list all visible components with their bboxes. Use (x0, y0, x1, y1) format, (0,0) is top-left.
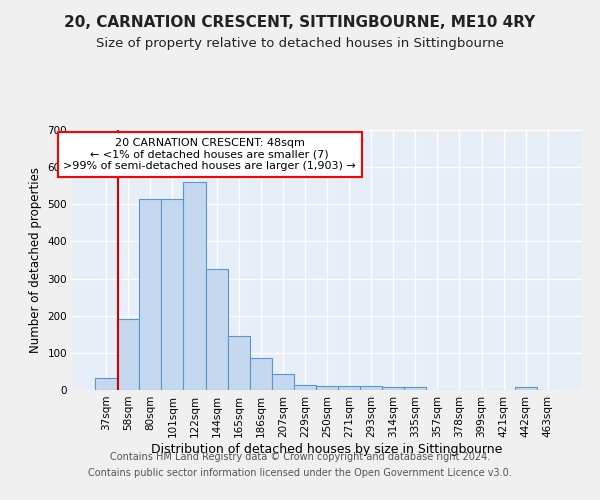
Bar (117, 320, 139, 390)
Bar (161, 198, 184, 390)
Bar (250, 358, 272, 390)
X-axis label: Distribution of detached houses by size in Sittingbourne: Distribution of detached houses by size … (151, 442, 503, 456)
Bar (294, 385, 316, 390)
Bar (272, 374, 294, 390)
Bar (360, 386, 382, 390)
Bar (206, 270, 227, 390)
Bar (316, 386, 338, 390)
Bar (382, 388, 404, 390)
Text: Contains public sector information licensed under the Open Government Licence v3: Contains public sector information licen… (88, 468, 512, 477)
Bar (515, 388, 537, 390)
Bar (184, 182, 206, 390)
Text: 20, CARNATION CRESCENT, SITTINGBOURNE, ME10 4RY: 20, CARNATION CRESCENT, SITTINGBOURNE, M… (64, 15, 536, 30)
Text: Size of property relative to detached houses in Sittingbourne: Size of property relative to detached ho… (96, 38, 504, 51)
Y-axis label: Number of detached properties: Number of detached properties (29, 167, 42, 353)
Bar (139, 198, 161, 390)
Bar (227, 336, 250, 390)
Bar (338, 386, 360, 390)
Bar (95, 378, 117, 390)
Text: Contains HM Land Registry data © Crown copyright and database right 2024.: Contains HM Land Registry data © Crown c… (110, 452, 490, 462)
Bar (404, 387, 427, 390)
Text: 20 CARNATION CRESCENT: 48sqm
← <1% of detached houses are smaller (7)
>99% of se: 20 CARNATION CRESCENT: 48sqm ← <1% of de… (64, 138, 356, 171)
